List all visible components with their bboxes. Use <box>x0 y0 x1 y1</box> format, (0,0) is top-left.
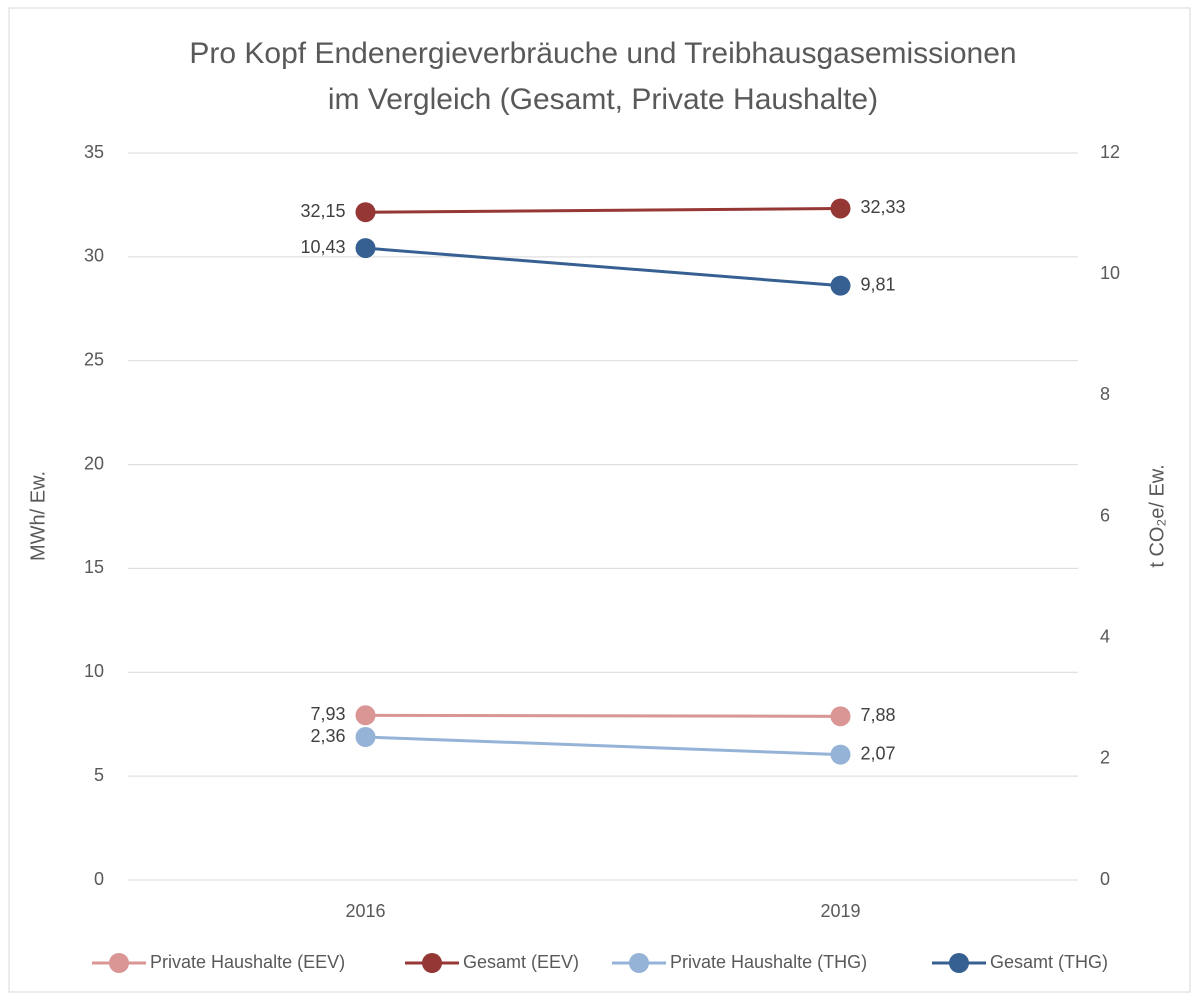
y-axis-label: MWh/ Ew. <box>27 471 49 561</box>
legend-label: Private Haushalte (EEV) <box>150 952 345 972</box>
series-line <box>365 713 841 718</box>
series-line <box>365 735 841 757</box>
data-point <box>355 705 376 726</box>
data-label: 7,93 <box>310 704 345 724</box>
y-tick-label: 30 <box>84 246 104 266</box>
legend-label: Private Haushalte (THG) <box>670 952 867 972</box>
y2-axis-label: t CO₂e/ Ew. <box>1146 464 1168 567</box>
x-tick-label: 2016 <box>345 901 385 921</box>
data-point <box>830 198 851 219</box>
y2-tick-label: 0 <box>1100 869 1110 889</box>
y2-tick-label: 4 <box>1100 626 1110 646</box>
y-tick-label: 15 <box>84 557 104 577</box>
y-tick-label: 5 <box>94 765 104 785</box>
x-tick-label: 2019 <box>820 901 860 921</box>
y2-tick-label: 2 <box>1100 748 1110 768</box>
data-point <box>355 727 376 748</box>
y-tick-label: 10 <box>84 661 104 681</box>
y2-tick-label: 10 <box>1100 263 1120 283</box>
data-label: 2,36 <box>310 726 345 746</box>
legend-marker <box>629 953 649 973</box>
chart-title: im Vergleich (Gesamt, Private Haushalte) <box>328 83 878 116</box>
data-label: 32,33 <box>861 197 906 217</box>
y-tick-label: 35 <box>84 142 104 162</box>
data-point <box>830 706 851 727</box>
legend-marker <box>949 953 969 973</box>
legend-marker <box>422 953 442 973</box>
y-tick-label: 20 <box>84 453 104 473</box>
series-line <box>365 206 841 214</box>
legend-label: Gesamt (THG) <box>990 952 1108 972</box>
series-line <box>365 246 841 288</box>
y2-tick-label: 8 <box>1100 384 1110 404</box>
data-point <box>355 238 376 259</box>
y-tick-label: 25 <box>84 349 104 369</box>
legend-marker <box>109 953 129 973</box>
data-label: 10,43 <box>300 237 345 257</box>
data-label: 2,07 <box>861 743 896 763</box>
data-point <box>830 275 851 296</box>
legend-label: Gesamt (EEV) <box>463 952 579 972</box>
y-tick-label: 0 <box>94 869 104 889</box>
y2-tick-label: 12 <box>1100 142 1120 162</box>
data-label: 7,88 <box>861 705 896 725</box>
chart-title: Pro Kopf Endenergieverbräuche und Treibh… <box>189 37 1016 70</box>
data-point <box>830 744 851 765</box>
data-label: 9,81 <box>861 274 896 294</box>
data-label: 32,15 <box>300 201 345 221</box>
y2-tick-label: 6 <box>1100 505 1110 525</box>
data-point <box>355 202 376 223</box>
chart-border <box>8 7 1191 993</box>
